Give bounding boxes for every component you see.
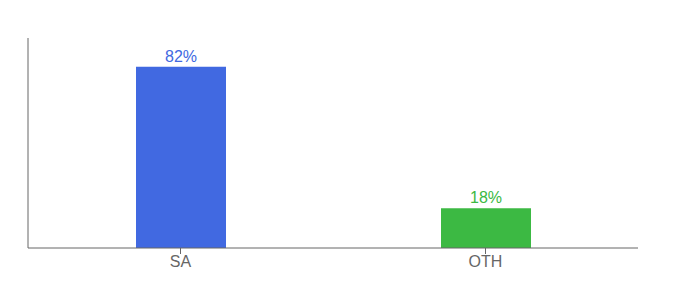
- svg-text:18%: 18%: [470, 189, 502, 206]
- svg-text:82%: 82%: [165, 48, 197, 65]
- svg-text:SA: SA: [170, 253, 192, 270]
- svg-text:OTH: OTH: [469, 253, 503, 270]
